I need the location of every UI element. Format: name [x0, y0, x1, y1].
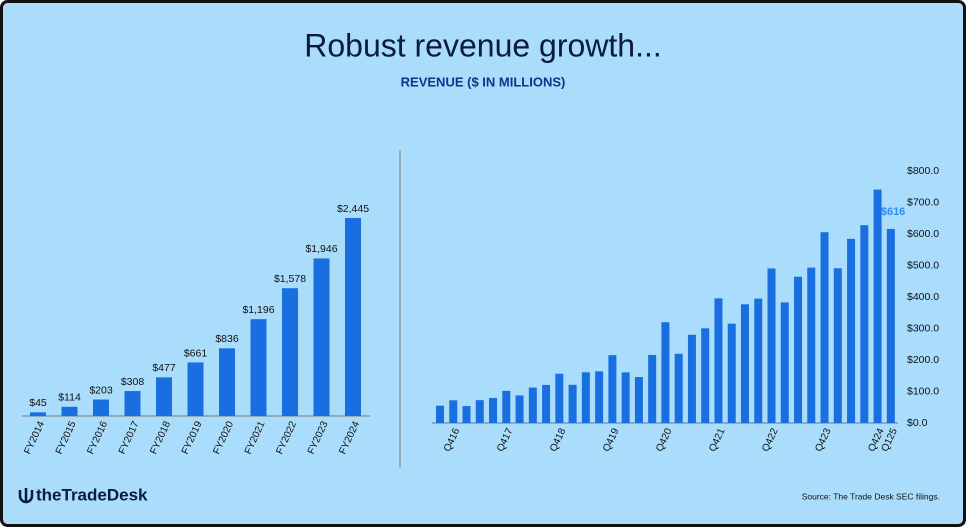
bar [313, 258, 330, 416]
bar [727, 323, 736, 423]
bar [608, 355, 617, 423]
logo-icon [18, 488, 34, 504]
bar [502, 390, 511, 423]
value-label: $661 [184, 347, 208, 359]
bar [621, 372, 630, 423]
value-label: $1,196 [242, 304, 274, 316]
bar [661, 322, 670, 423]
value-label: $2,445 [337, 203, 369, 215]
bar [780, 302, 789, 423]
bar [701, 328, 710, 423]
bar [187, 362, 204, 416]
bar [555, 373, 564, 423]
bar [250, 319, 267, 416]
bar [714, 298, 723, 423]
bar [156, 377, 172, 416]
bar [847, 238, 856, 423]
bar [449, 400, 458, 423]
y-tick-label: $300.0 [907, 322, 939, 334]
bar [489, 397, 498, 423]
title: Robust revenue growth... [304, 27, 662, 63]
y-tick-label: $600.0 [907, 228, 939, 240]
bar [345, 218, 361, 416]
value-label: $203 [89, 384, 113, 396]
value-label: $114 [58, 392, 81, 404]
bar [807, 267, 816, 423]
logo: theTradeDesk [36, 485, 148, 504]
value-label: $1,578 [274, 273, 306, 285]
y-tick-label: $200.0 [907, 354, 939, 366]
bar [124, 391, 141, 416]
source: Source: The Trade Desk SEC filings. [802, 491, 940, 501]
bar [542, 384, 551, 423]
bar [568, 384, 577, 423]
bar [687, 334, 696, 423]
bar [219, 348, 235, 416]
value-label: $45 [29, 397, 47, 409]
value-label: $1,946 [305, 243, 337, 255]
bar [595, 371, 604, 423]
value-label: $836 [215, 333, 239, 345]
bar [30, 412, 46, 416]
value-label: $308 [121, 376, 145, 388]
y-tick-label: $0.0 [907, 417, 928, 429]
y-tick-label: $400.0 [907, 291, 939, 303]
bar [754, 298, 763, 423]
subtitle: REVENUE ($ IN MILLIONS) [401, 74, 566, 89]
bar [528, 387, 537, 423]
y-tick-label: $100.0 [907, 385, 939, 397]
bar [634, 377, 643, 423]
bar [648, 354, 657, 423]
y-tick-label: $500.0 [907, 259, 939, 271]
bar [794, 276, 803, 423]
bar [515, 395, 524, 423]
bar [61, 406, 78, 416]
value-label: $477 [152, 362, 176, 374]
bar [886, 228, 895, 423]
bar [740, 304, 749, 423]
value-label: $616 [881, 206, 905, 218]
bar [475, 400, 484, 423]
bar [282, 288, 298, 416]
bar [767, 268, 776, 423]
bar [674, 353, 683, 423]
bar [462, 406, 471, 423]
bar [581, 372, 590, 423]
bar [873, 189, 882, 423]
y-tick-label: $700.0 [907, 196, 939, 208]
bar [860, 225, 869, 423]
y-tick-label: $800.0 [907, 165, 939, 177]
bar [93, 399, 109, 416]
bar [436, 405, 444, 423]
bar [820, 232, 829, 423]
bar [833, 268, 842, 423]
